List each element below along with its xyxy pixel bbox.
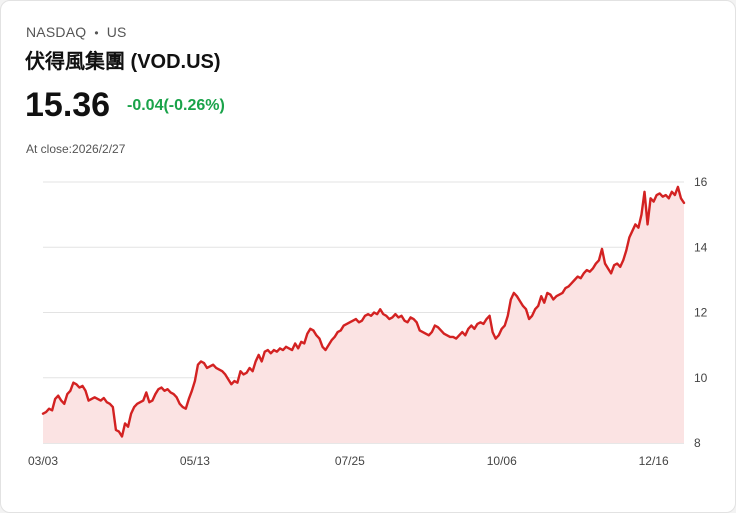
y-tick-label-8: 8: [694, 436, 701, 450]
market-name: US: [106, 24, 127, 40]
y-tick-label-12: 12: [694, 306, 708, 320]
y-tick-label-16: 16: [694, 175, 708, 189]
price-line: [41, 185, 686, 438]
current-price: 15.36: [25, 86, 111, 124]
stock-name: 伏得風集團 (VOD.US): [25, 51, 221, 73]
separator-dot: •: [94, 26, 99, 40]
price-change: -0.04(-0.26%): [127, 97, 225, 114]
price-area: [43, 186, 684, 443]
close-date: At close:2026/2/27: [26, 142, 126, 156]
x-tick-label-03-03: 03/03: [28, 454, 58, 468]
x-tick-label-12-16: 12/16: [639, 454, 669, 468]
x-tick-label-07-25: 07/25: [335, 454, 365, 468]
y-tick-label-10: 10: [694, 371, 708, 385]
exchange-line: NASDAQ • US: [26, 24, 127, 40]
x-tick-label-10-06: 10/06: [487, 454, 517, 468]
exchange-name: NASDAQ: [26, 24, 87, 40]
y-tick-label-14: 14: [694, 240, 708, 254]
x-tick-label-05-13: 05/13: [180, 454, 210, 468]
